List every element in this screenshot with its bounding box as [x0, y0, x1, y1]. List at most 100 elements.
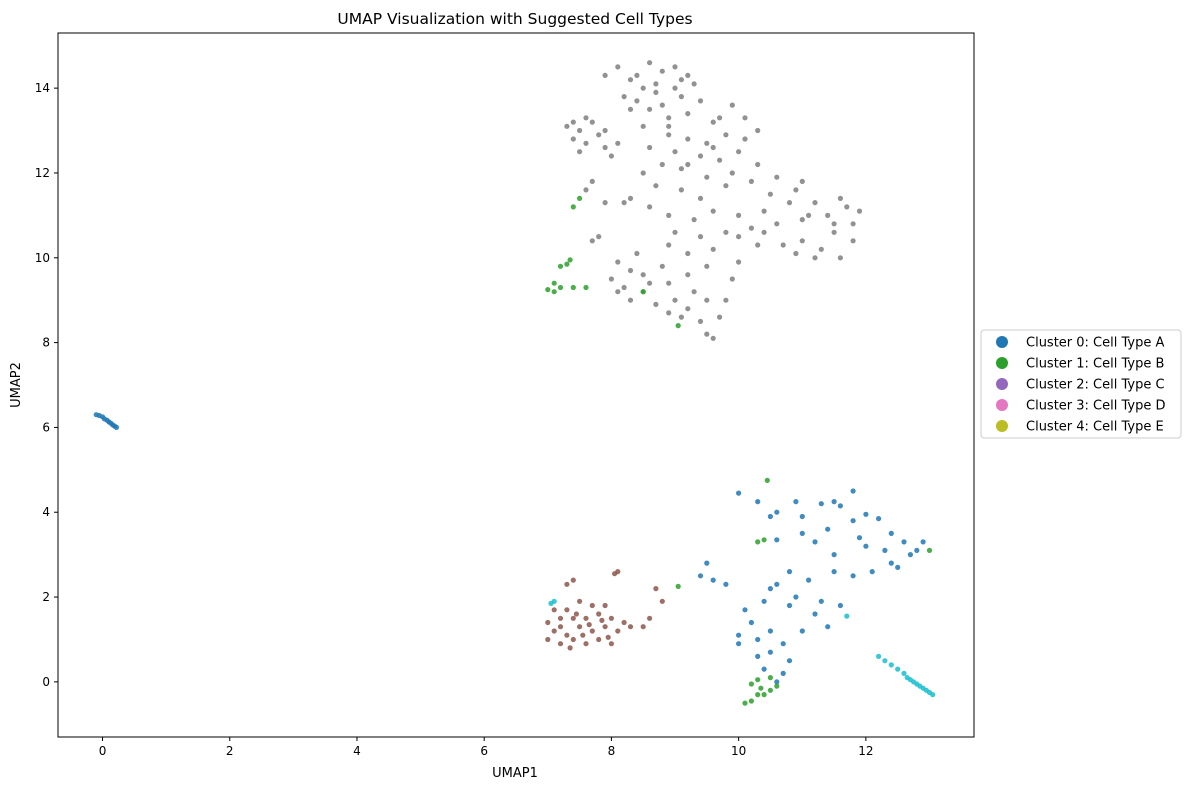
scatter-point	[621, 94, 627, 100]
legend-marker	[996, 336, 1008, 348]
scatter-point	[799, 628, 805, 634]
scatter-point	[602, 72, 608, 78]
scatter-point	[596, 611, 602, 617]
scatter-point	[678, 77, 685, 83]
scatter-point	[640, 170, 646, 176]
scatter-point	[589, 119, 595, 125]
scatter-point	[685, 136, 691, 142]
scatter-point	[570, 119, 576, 125]
scatter-point	[577, 127, 583, 134]
scatter-point	[748, 178, 755, 184]
scatter-point	[755, 692, 761, 698]
scatter-point	[640, 624, 646, 630]
scatter-point	[704, 560, 710, 566]
scatter-point	[545, 636, 551, 643]
scatter-point	[755, 677, 761, 683]
scatter-point	[729, 276, 735, 282]
scatter-point	[685, 161, 691, 168]
x-axis-label: UMAP1	[492, 766, 538, 781]
scatter-point	[678, 187, 685, 193]
y-tick-label: 8	[42, 336, 50, 350]
scatter-point	[780, 641, 786, 647]
scatter-point	[786, 658, 793, 664]
scatter-point	[799, 217, 805, 223]
scatter-point	[640, 289, 646, 295]
scatter-point	[602, 127, 608, 134]
scatter-point	[627, 106, 634, 112]
scatter-point	[748, 225, 755, 231]
scatter-point	[608, 276, 615, 282]
scatter-point	[666, 115, 672, 121]
scatter-point	[659, 598, 665, 604]
scatter-point	[691, 217, 697, 223]
scatter-point	[666, 310, 672, 316]
scatter-point	[627, 77, 634, 83]
scatter-point	[831, 221, 837, 227]
scatter-point	[551, 289, 557, 295]
scatter-point	[767, 191, 774, 197]
scatter-point	[774, 679, 780, 685]
scatter-point	[764, 477, 770, 483]
scatter-point	[774, 683, 780, 689]
scatter-point	[799, 513, 805, 520]
scatter-point	[685, 306, 691, 312]
scatter-point	[786, 569, 793, 575]
scatter-point	[710, 119, 716, 125]
scatter-point	[567, 257, 573, 263]
scatter-point	[666, 123, 672, 129]
scatter-point	[570, 577, 576, 583]
scatter-point	[755, 242, 761, 248]
scatter-point	[806, 212, 812, 218]
scatter-point	[831, 499, 837, 505]
scatter-point	[850, 518, 856, 524]
scatter-point	[793, 499, 799, 505]
scatter-point	[767, 675, 774, 681]
scatter-point	[895, 666, 901, 672]
scatter-point	[672, 149, 678, 155]
scatter-point	[793, 594, 799, 600]
points-layer	[93, 60, 936, 706]
scatter-point	[837, 255, 844, 261]
scatter-point	[723, 297, 729, 303]
scatter-point	[691, 81, 697, 87]
scatter-point	[818, 501, 824, 507]
scatter-point	[793, 187, 799, 193]
scatter-point	[577, 195, 583, 201]
scatter-point	[564, 261, 570, 267]
scatter-point	[704, 263, 710, 269]
scatter-point	[570, 136, 576, 142]
y-tick-label: 10	[35, 251, 50, 265]
scatter-point	[583, 115, 589, 121]
scatter-point	[659, 161, 665, 168]
scatter-point	[729, 102, 735, 108]
scatter-point	[586, 622, 592, 628]
scatter-point	[761, 208, 767, 214]
scatter-point	[876, 653, 882, 660]
scatter-point	[583, 284, 589, 291]
scatter-point	[557, 263, 564, 269]
scatter-point	[615, 569, 621, 575]
scatter-point	[647, 60, 653, 66]
scatter-point	[812, 255, 818, 261]
scatter-point	[850, 221, 856, 227]
scatter-point	[793, 250, 799, 257]
y-tick-label: 4	[42, 505, 50, 519]
scatter-point	[640, 123, 646, 129]
scatter-point	[761, 666, 767, 672]
scatter-point	[697, 573, 704, 579]
scatter-point	[758, 685, 764, 691]
scatter-point	[570, 204, 576, 210]
scatter-point	[920, 539, 926, 545]
scatter-point	[605, 634, 611, 640]
legend-marker	[996, 357, 1008, 369]
scatter-point	[723, 183, 729, 189]
scatter-point	[710, 577, 716, 583]
scatter-point	[812, 200, 818, 206]
scatter-point	[697, 98, 704, 104]
scatter-point	[831, 229, 837, 235]
scatter-point	[672, 85, 678, 91]
scatter-point	[577, 624, 583, 630]
scatter-point	[736, 632, 742, 638]
scatter-point	[774, 537, 780, 543]
scatter-point	[863, 543, 869, 549]
